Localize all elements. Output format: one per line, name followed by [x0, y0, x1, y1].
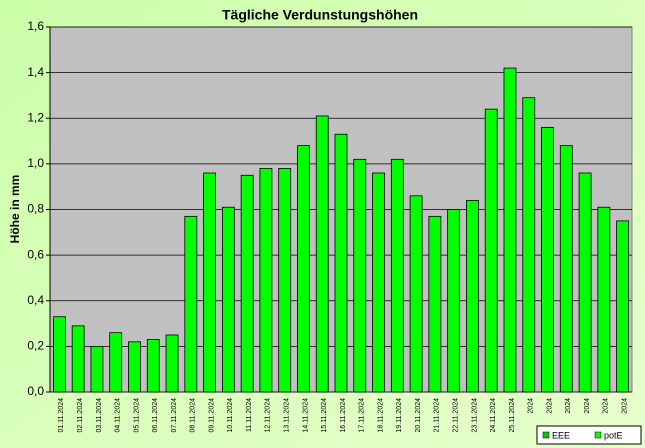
- bar: [334, 133, 348, 393]
- bar: [146, 339, 160, 393]
- x-tick-label: 2024: [584, 398, 591, 414]
- x-tick-label: 09.11.2024: [208, 398, 215, 433]
- x-tick-label: 18.11.2024: [377, 398, 384, 433]
- x-tick-label: 2024: [528, 398, 535, 414]
- bar: [165, 334, 179, 393]
- legend-label: potE: [604, 430, 623, 440]
- x-tick-label: 08.11.2024: [190, 398, 197, 433]
- x-tick-label: 06.11.2024: [152, 398, 159, 433]
- x-tick-label: 21.11.2024: [434, 398, 441, 433]
- bar: [203, 172, 216, 393]
- bar: [184, 215, 198, 393]
- bar: [578, 172, 592, 393]
- y-tick-label: 1,2: [27, 110, 44, 124]
- bar: [503, 67, 517, 393]
- x-tick-label: 07.11.2024: [171, 398, 178, 433]
- x-tick-label: 01.11.2024: [58, 398, 65, 433]
- x-tick-label: 19.11.2024: [396, 398, 403, 433]
- x-tick-label: 11.11.2024: [246, 398, 253, 432]
- x-tick-label: 02.11.2024: [77, 398, 84, 433]
- bar: [541, 126, 554, 393]
- bar: [559, 145, 573, 393]
- x-tick-label: 10.11.2024: [227, 398, 234, 433]
- x-tick-label: 15.11.2024: [321, 398, 328, 433]
- bar: [390, 158, 404, 393]
- chart-title: Tägliche Verdunstungshöhen: [222, 7, 418, 23]
- bar: [90, 345, 104, 393]
- x-tick-label: 2024: [621, 398, 628, 414]
- bar: [597, 206, 611, 393]
- bar: [240, 174, 254, 393]
- y-tick-label: 0,2: [27, 339, 44, 353]
- bar: [109, 332, 123, 393]
- bar: [484, 108, 498, 393]
- x-tick-label: 13.11.2024: [284, 398, 291, 433]
- bar: [297, 145, 310, 393]
- bar: [616, 220, 630, 393]
- x-tick-label: 16.11.2024: [340, 398, 347, 433]
- bar: [447, 209, 461, 393]
- x-tick-label: 12.11.2024: [265, 398, 272, 433]
- x-tick-label: 25.11.2024: [509, 398, 516, 433]
- x-tick-label: 03.11.2024: [96, 398, 103, 433]
- x-tick-label: 2024: [565, 398, 572, 414]
- x-tick-label: 24.11.2024: [490, 398, 497, 433]
- legend-swatch: [542, 431, 550, 439]
- y-tick-label: 1,6: [27, 19, 44, 33]
- x-tick-label: 22.11.2024: [452, 398, 459, 433]
- bar: [278, 168, 292, 393]
- bar: [466, 199, 479, 393]
- bar: [315, 115, 329, 393]
- x-tick-label: 04.11.2024: [115, 398, 122, 433]
- bar: [52, 316, 66, 393]
- bar: [259, 168, 273, 393]
- x-tick-label: 17.11.2024: [359, 398, 366, 433]
- bar: [428, 215, 442, 393]
- legend-box: [536, 425, 642, 445]
- bar: [522, 97, 536, 393]
- y-axis-label: Höhe in mm: [8, 175, 22, 244]
- x-tick-label: 14.11.2024: [302, 398, 309, 433]
- bar: [128, 341, 141, 393]
- y-tick-label: 0,6: [27, 247, 44, 261]
- x-tick-label: 2024: [546, 398, 553, 414]
- x-tick-label: 23.11.2024: [471, 398, 478, 433]
- y-tick-label: 0,8: [27, 202, 44, 216]
- x-tick-label: 05.11.2024: [133, 398, 140, 433]
- bar: [372, 172, 385, 393]
- y-tick-label: 1,0: [27, 156, 44, 170]
- bar: [353, 158, 367, 393]
- x-tick-label: 2024: [603, 398, 610, 414]
- x-tick-label: 20.11.2024: [415, 398, 422, 433]
- y-tick-label: 1,4: [27, 65, 44, 79]
- y-tick-label: 0,0: [27, 384, 44, 398]
- bar: [221, 206, 235, 393]
- y-tick-label: 0,4: [27, 293, 44, 307]
- legend-label: EEE: [552, 430, 570, 440]
- legend-swatch: [594, 431, 602, 439]
- bar: [71, 325, 85, 393]
- bar: [409, 195, 423, 393]
